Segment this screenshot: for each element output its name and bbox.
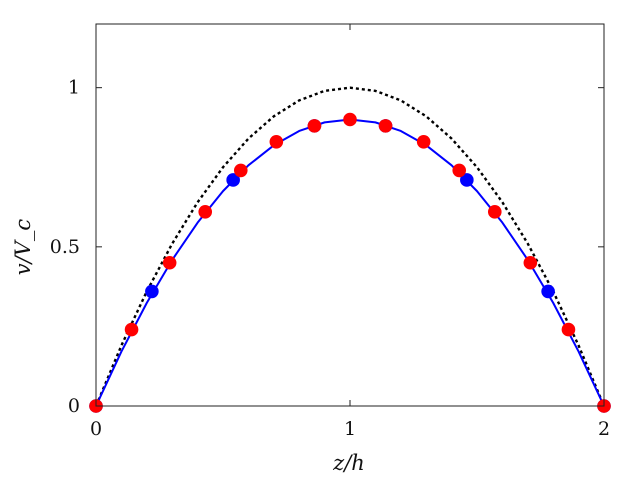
- blue-marker: [226, 173, 240, 187]
- red-marker: [307, 119, 322, 133]
- x-tick-label: 2: [598, 418, 610, 440]
- x-axis-label: z/h: [332, 451, 365, 475]
- red-marker: [233, 163, 248, 178]
- ticks: 0 1 2 0 0.5 1: [50, 24, 610, 440]
- red-marker: [452, 163, 467, 178]
- blue-marker: [145, 284, 159, 299]
- red-marker: [198, 205, 213, 219]
- plot-area: [96, 24, 604, 406]
- blue-marker: [460, 173, 474, 187]
- red-marker: [124, 322, 139, 337]
- red-marker: [343, 112, 357, 127]
- red-marker: [487, 205, 502, 219]
- series-layer: [89, 86, 611, 413]
- y-tick-label: 1: [68, 77, 80, 99]
- red-marker: [269, 134, 284, 149]
- y-tick-label: 0: [68, 395, 80, 417]
- blue-marker: [541, 284, 555, 299]
- red-marker: [378, 119, 393, 133]
- plot-background: [96, 24, 604, 406]
- y-axis-label: v/V_c: [11, 219, 35, 276]
- red-marker: [561, 322, 576, 337]
- red-marker: [416, 134, 431, 149]
- dotted-curve: [94, 86, 606, 407]
- red-marker: [162, 255, 177, 270]
- x-tick-label: 0: [90, 418, 102, 440]
- x-tick-label: 1: [344, 418, 356, 440]
- red-marker: [523, 255, 538, 270]
- y-tick-label: 0.5: [50, 236, 80, 258]
